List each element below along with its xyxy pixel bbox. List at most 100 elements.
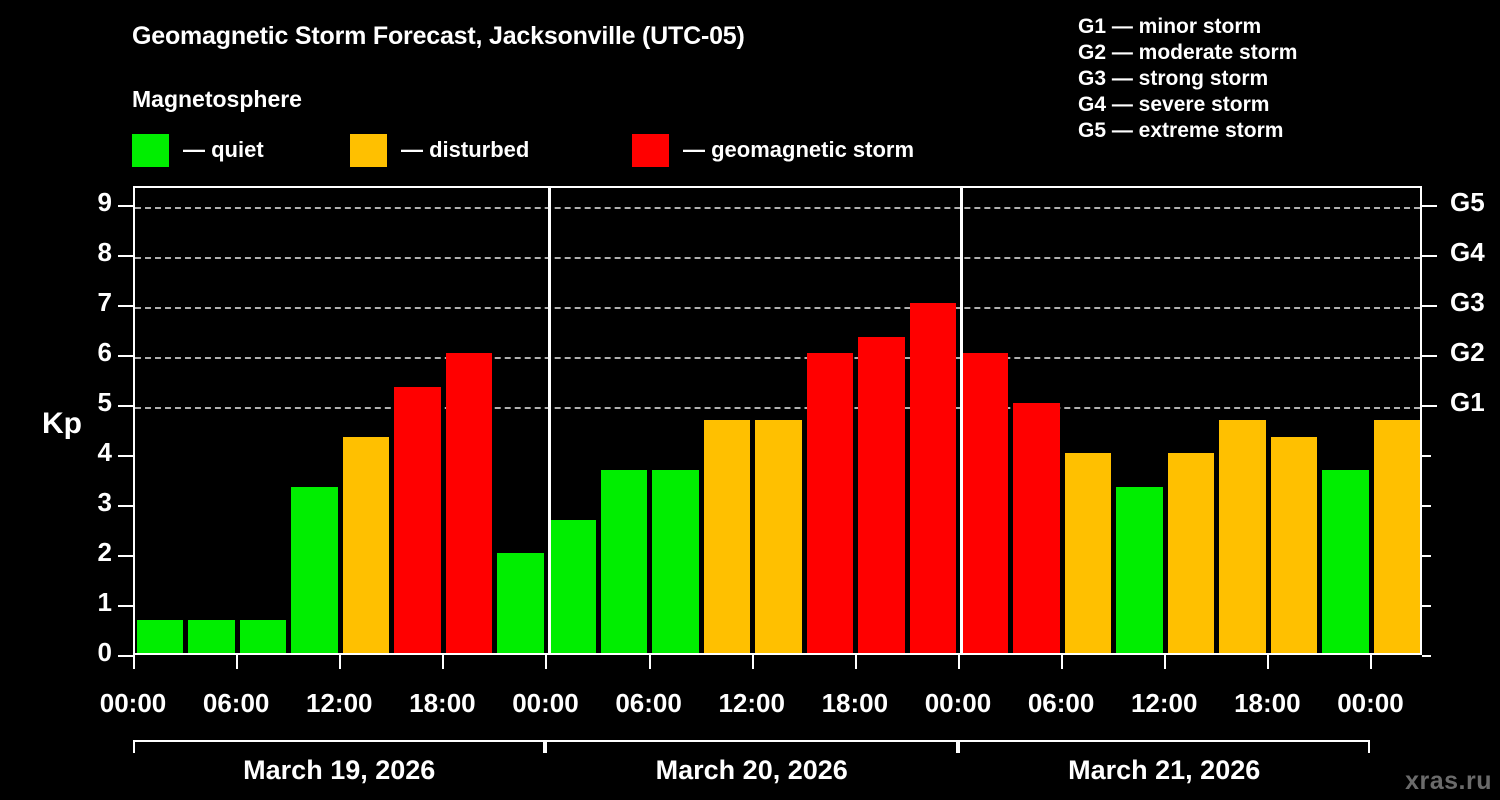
y-axis-title: Kp xyxy=(42,407,82,440)
right-axis-tick-minor xyxy=(1422,605,1431,607)
right-axis-tick-minor xyxy=(1422,505,1431,507)
right-axis-tick xyxy=(1422,405,1437,407)
g-scale-legend-row: G2 — moderate storm xyxy=(1078,41,1298,64)
y-axis-tick xyxy=(118,305,133,307)
page-title: Geomagnetic Storm Forecast, Jacksonville… xyxy=(132,22,745,50)
bar xyxy=(600,469,648,653)
day-separator xyxy=(547,188,551,653)
x-axis-tick xyxy=(1267,655,1270,669)
right-axis-tick xyxy=(1422,305,1437,307)
y-axis-tick-label: 0 xyxy=(97,637,112,667)
bar xyxy=(1064,453,1112,653)
legend-color-swatch xyxy=(132,133,169,167)
gridline xyxy=(135,407,1420,409)
bar xyxy=(136,619,184,653)
bar xyxy=(1322,469,1369,653)
g-scale-tick-label: G1 xyxy=(1450,387,1485,417)
g-scale-legend-row: G4 — severe storm xyxy=(1078,93,1270,116)
g-scale-legend-row: G1 — minor storm xyxy=(1078,15,1262,38)
right-axis-tick-minor xyxy=(1422,455,1431,457)
g-scale-tick-label: G3 xyxy=(1450,287,1485,317)
watermark: xras.ru xyxy=(1405,767,1492,795)
y-axis-tick xyxy=(118,605,133,607)
g-scale-legend-row: G5 — extreme storm xyxy=(1078,119,1284,142)
bar xyxy=(806,353,854,653)
bar xyxy=(1167,453,1215,653)
y-axis-tick xyxy=(118,555,133,557)
bar xyxy=(1116,486,1163,653)
x-axis-tick-label: 12:00 xyxy=(718,688,785,718)
bar xyxy=(291,486,338,653)
bar xyxy=(188,619,235,653)
g-scale-tick-label: G4 xyxy=(1450,237,1485,267)
x-axis-tick xyxy=(957,655,960,669)
day-bracket xyxy=(957,740,1371,753)
y-axis-tick xyxy=(118,505,133,507)
y-axis-tick xyxy=(118,255,133,257)
bar xyxy=(548,519,596,653)
x-axis-tick xyxy=(442,655,445,669)
x-axis-tick xyxy=(1061,655,1064,669)
day-bracket xyxy=(545,740,958,753)
day-separator xyxy=(960,188,964,653)
day-label: March 19, 2026 xyxy=(243,755,436,785)
right-axis-tick-minor xyxy=(1422,555,1431,557)
bar xyxy=(497,553,544,653)
x-axis-tick-label: 18:00 xyxy=(1234,688,1301,718)
g-scale-tick-label: G2 xyxy=(1450,337,1485,367)
g-scale-legend: G1 — minor storm G2 — moderate storm G3 — … xyxy=(1078,14,1297,144)
y-axis-tick xyxy=(118,455,133,457)
x-axis-tick xyxy=(751,655,754,669)
y-axis-tick-label: 1 xyxy=(97,587,112,617)
legend-color-swatch xyxy=(350,133,387,167)
y-axis-tick-label: 8 xyxy=(97,237,112,267)
legend-item: — disturbed xyxy=(350,132,529,168)
legend-item-label: — disturbed xyxy=(401,137,530,162)
x-axis-tick xyxy=(339,655,342,669)
x-axis-tick xyxy=(545,655,548,669)
y-axis-tick-label: 2 xyxy=(97,537,112,567)
x-axis-tick-label: 00:00 xyxy=(512,688,579,718)
y-axis-tick-label: 4 xyxy=(97,437,112,467)
right-axis-tick-minor xyxy=(1422,655,1431,657)
magnetosphere-legend: — quiet — disturbed — geomagnetic storm xyxy=(132,132,992,168)
bar xyxy=(1270,436,1318,653)
y-axis-tick xyxy=(118,355,133,357)
legend-item: — quiet xyxy=(132,132,264,168)
bar xyxy=(239,619,287,653)
legend-item-label: — geomagnetic storm xyxy=(683,137,915,162)
g-scale-legend-row: G3 — strong storm xyxy=(1078,67,1269,90)
g-scale-tick-label: G5 xyxy=(1450,187,1485,217)
x-axis-tick-label: 00:00 xyxy=(924,688,992,718)
x-axis-tick xyxy=(133,655,135,669)
y-axis-tick-label: 9 xyxy=(97,187,112,217)
gridline xyxy=(135,357,1420,359)
legend-color-swatch xyxy=(632,133,669,167)
bar xyxy=(755,419,802,653)
bar xyxy=(652,469,699,653)
x-axis-tick-label: 18:00 xyxy=(821,688,889,718)
bar xyxy=(394,386,441,653)
magnetosphere-heading: Magnetosphere xyxy=(132,86,302,112)
y-axis-tick-label: 5 xyxy=(97,387,112,417)
right-axis-tick xyxy=(1422,255,1437,257)
bar xyxy=(858,336,905,653)
y-axis-tick xyxy=(118,405,133,407)
x-axis-tick xyxy=(1164,655,1167,669)
x-axis-tick-label: 12:00 xyxy=(1130,688,1198,718)
bar xyxy=(703,419,751,653)
bar xyxy=(1219,419,1266,653)
x-axis-tick-label: 06:00 xyxy=(615,688,682,718)
right-axis-tick xyxy=(1422,355,1437,357)
y-axis-tick-label: 7 xyxy=(97,287,112,317)
legend-item: — geomagnetic storm xyxy=(632,132,914,168)
x-axis-tick xyxy=(236,655,239,669)
day-bracket xyxy=(133,740,546,753)
x-axis-tick-label: 12:00 xyxy=(305,688,373,718)
gridline xyxy=(135,307,1420,309)
bar xyxy=(445,353,493,653)
x-axis-tick-label: 06:00 xyxy=(202,688,270,718)
legend-item-label: — quiet xyxy=(183,137,264,162)
bar xyxy=(1373,419,1421,653)
